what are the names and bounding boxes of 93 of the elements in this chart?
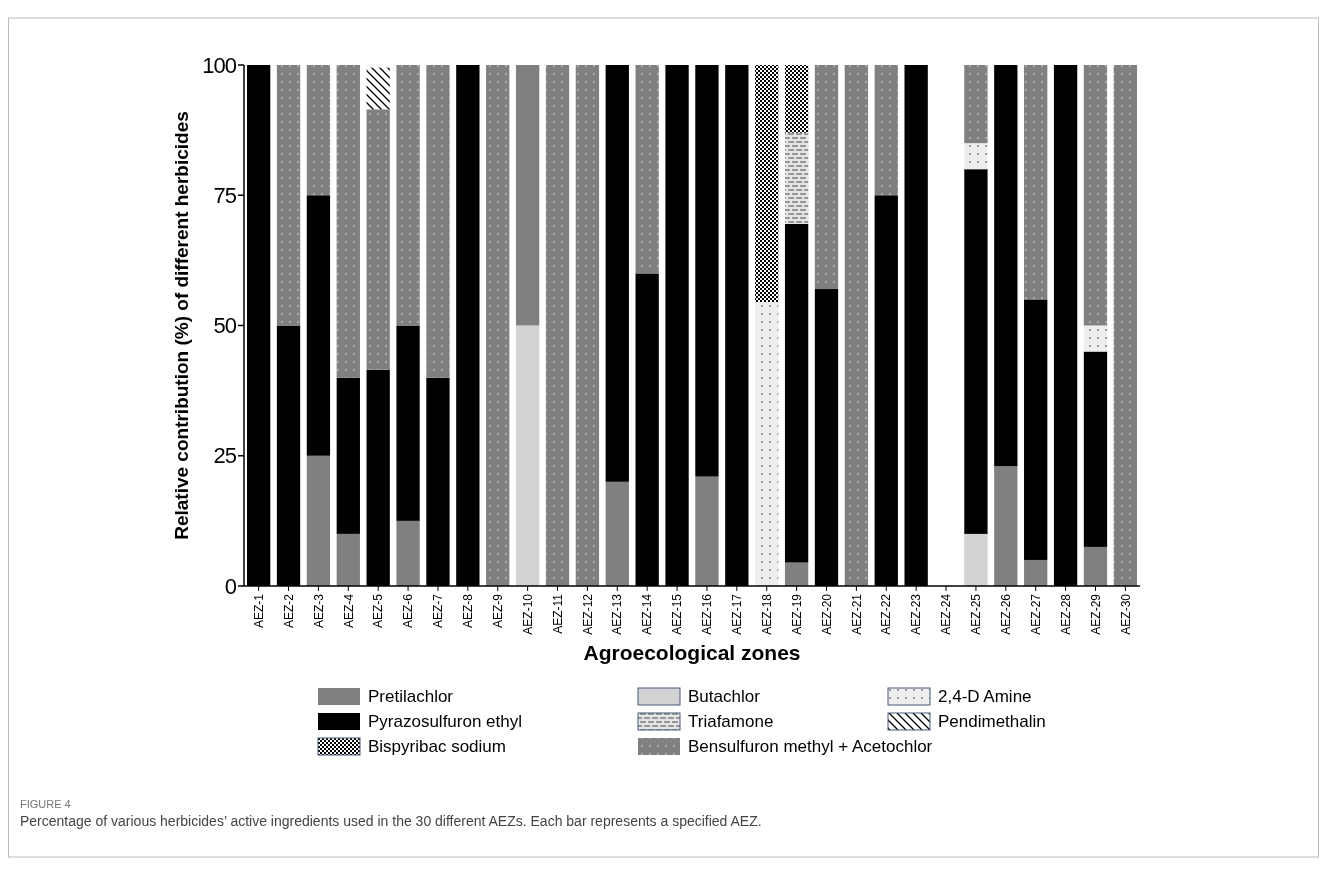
bar: [396, 520, 420, 586]
x-tick-label: AEZ-4: [341, 593, 356, 629]
x-axis-title: Agroecological zones: [583, 641, 801, 664]
legend-label: Pyrazosulfuron ethyl: [368, 712, 523, 731]
bar: [336, 65, 360, 378]
x-tick-label: AEZ-11: [550, 593, 565, 634]
bar: [874, 65, 898, 196]
bar: [276, 65, 301, 326]
bar: [545, 65, 570, 586]
bar: [755, 302, 779, 586]
legend-label: 2,4-D Amine: [938, 687, 1032, 706]
legend-label: Pendimethalin: [938, 712, 1046, 731]
x-tick-label: AEZ-12: [580, 593, 595, 635]
x-tick-label: AEZ-18: [759, 593, 774, 635]
bar: [1083, 65, 1108, 326]
y-tick-label: 25: [213, 443, 237, 469]
bar: [336, 533, 360, 586]
bar: [1024, 559, 1048, 586]
x-tick-label: AEZ-10: [520, 593, 535, 635]
bar: [515, 65, 540, 326]
bar: [964, 65, 988, 144]
x-tick-label: AEZ-25: [969, 593, 984, 635]
bar: [486, 65, 510, 586]
x-tick-label: AEZ-7: [431, 593, 446, 629]
bar: [1083, 351, 1108, 547]
bar: [575, 65, 600, 586]
caption: FIGURE 4: [20, 798, 71, 810]
x-tick-label: AEZ-29: [1088, 593, 1103, 635]
bar: [964, 169, 988, 534]
bar: [426, 65, 450, 378]
bar: [1113, 65, 1138, 586]
x-tick-label: AEZ-6: [401, 593, 416, 629]
bar: [306, 455, 331, 586]
bar: [784, 223, 809, 563]
bar: [306, 65, 331, 196]
x-tick-label: AEZ-8: [461, 593, 476, 629]
x-tick-label: AEZ-16: [700, 593, 715, 635]
bar: [964, 533, 988, 586]
bar: [1083, 325, 1108, 352]
bar: [396, 65, 420, 326]
text: Percentage of various herbicides’ active ingredients used in the 30 different AEZs. Each bar represents a specified AEZ.: [20, 813, 762, 829]
bar: [396, 325, 420, 521]
x-tick-label: AEZ-3: [311, 593, 326, 629]
x-tick-label: AEZ-13: [610, 593, 625, 635]
bar: [844, 65, 869, 586]
x-tick-label: AEZ-14: [640, 593, 655, 635]
y-tick-label: 75: [213, 182, 237, 208]
bar: [515, 325, 540, 586]
bar: [336, 377, 360, 534]
bar: [635, 65, 659, 274]
bar: [366, 109, 390, 370]
y-tick-label: 100: [202, 52, 237, 78]
x-tick-label: AEZ-24: [939, 593, 954, 635]
x-tick-label: AEZ-15: [670, 593, 685, 635]
bar: [784, 132, 809, 224]
x-tick-label: AEZ-17: [730, 593, 745, 635]
x-tick-label: AEZ-22: [879, 593, 894, 635]
bar: [784, 562, 809, 586]
bar: [964, 143, 988, 170]
bar: [605, 65, 629, 482]
legend-label: Pretilachlor: [368, 687, 454, 706]
x-tick-label: AEZ-28: [1058, 593, 1073, 635]
bar: [755, 65, 779, 303]
bar: [695, 476, 719, 586]
bar: [784, 65, 809, 133]
y-tick-label: 50: [213, 313, 237, 339]
bar: [306, 195, 331, 456]
legend-label: Bensulfuron methyl + Acetochlor: [688, 737, 933, 756]
x-tick-label: AEZ-20: [819, 593, 834, 635]
x-tick-label: AEZ-26: [999, 593, 1014, 635]
legend-label: Bispyribac sodium: [368, 737, 506, 756]
legend-label: Triafamone: [688, 712, 774, 731]
bar: [1024, 299, 1048, 560]
x-tick-label: AEZ-30: [1118, 593, 1133, 635]
bar: [994, 65, 1018, 467]
bar: [366, 67, 390, 110]
bar: [605, 481, 629, 586]
x-tick-label: AEZ-9: [490, 593, 505, 629]
bar: [695, 65, 719, 477]
y-tick-label: 0: [224, 573, 237, 599]
x-tick-label: AEZ-21: [849, 593, 864, 635]
x-tick-label: AEZ-1: [251, 593, 266, 629]
bar: [1083, 546, 1108, 586]
x-tick-label: AEZ-27: [1028, 593, 1043, 635]
bar: [814, 65, 839, 290]
bar: [1024, 65, 1048, 300]
y-axis-title: Relative contribution (%) of different herbicides: [171, 111, 192, 540]
x-tick-label: AEZ-2: [281, 593, 296, 629]
x-tick-label: AEZ-19: [789, 593, 804, 635]
x-tick-label: AEZ-5: [371, 593, 386, 629]
bar: [994, 466, 1018, 586]
x-tick-label: AEZ-23: [909, 593, 924, 635]
legend-label: Butachlor: [688, 687, 761, 706]
